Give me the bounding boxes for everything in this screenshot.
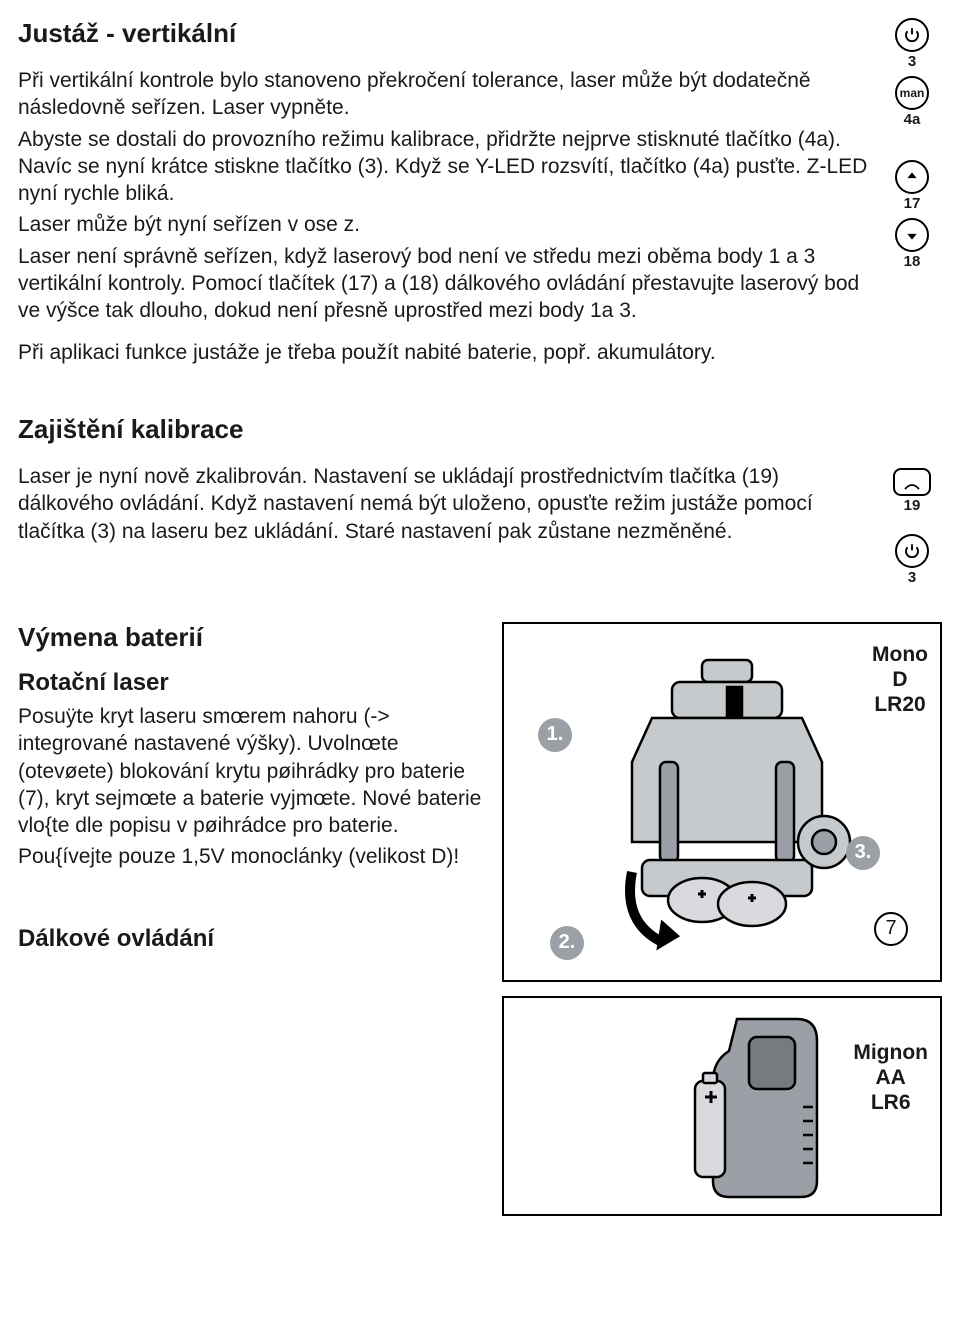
- icon-man-4a: man 4a: [895, 76, 929, 128]
- icon-label-3: 3: [908, 53, 916, 70]
- section-vymena: Výmena baterií Rotační laser Posuÿte kry…: [18, 622, 942, 1216]
- man-icon: man: [895, 76, 929, 110]
- step-1-badge: 1.: [538, 718, 572, 752]
- icon-label-18: 18: [904, 253, 921, 270]
- section3-p1: Posuÿte kryt laseru smœrem nahoru (-> in…: [18, 703, 484, 839]
- section1-title: Justáž - vertikální: [18, 18, 868, 49]
- section3-sub1: Rotační laser: [18, 669, 484, 697]
- section2-text: Zajištění kalibrace Laser je nyní nově z…: [18, 414, 868, 586]
- power-icon: [895, 18, 929, 52]
- section1-p2: Abyste se dostali do provozního režimu k…: [18, 126, 868, 208]
- icon-label-19: 19: [904, 497, 921, 514]
- icon-power-3: 3: [895, 18, 929, 70]
- icon-label-17: 17: [904, 195, 921, 212]
- icon-column-2: 19 3: [882, 414, 942, 586]
- figure-2: Mignon AA LR6: [502, 996, 942, 1216]
- icon-label-4a: 4a: [904, 111, 921, 128]
- figure1-battery-label: Mono D LR20: [872, 642, 928, 718]
- remote-illustration: [617, 1011, 827, 1201]
- section1-text: Justáž - vertikální Při vertikální kontr…: [18, 18, 868, 370]
- save-icon: [893, 468, 931, 496]
- section3-p2: Pou{ívejte pouze 1,5V monoclánky (veliko…: [18, 843, 484, 870]
- icon-save-19: 19: [893, 468, 931, 514]
- arrow-up-icon: [895, 160, 929, 194]
- section3-sub2: Dálkové ovládání: [18, 925, 484, 953]
- icon-label-3b: 3: [908, 569, 916, 586]
- part-7-badge: 7: [874, 912, 908, 946]
- section1-p3: Laser může být nyní seřízen v ose z.: [18, 211, 868, 238]
- section1-p4: Laser není správně seřízen, když laserov…: [18, 243, 868, 325]
- icon-column-1: 3 man 4a 17 18: [882, 18, 942, 370]
- section2-title: Zajištění kalibrace: [18, 414, 868, 445]
- device-illustration: [562, 642, 882, 962]
- section-justaz: Justáž - vertikální Při vertikální kontr…: [18, 18, 942, 370]
- step-2-badge: 2.: [550, 926, 584, 960]
- arrow-down-icon: [895, 218, 929, 252]
- section-zajisteni: Zajištění kalibrace Laser je nyní nově z…: [18, 414, 942, 586]
- section3-title: Výmena baterií: [18, 622, 484, 653]
- figure2-battery-label: Mignon AA LR6: [853, 1040, 928, 1116]
- step-3-badge: 3.: [846, 836, 880, 870]
- power-icon: [895, 534, 929, 568]
- icon-power-3b: 3: [895, 534, 929, 586]
- section2-p1: Laser je nyní nově zkalibrován. Nastaven…: [18, 463, 868, 545]
- section3-text: Výmena baterií Rotační laser Posuÿte kry…: [18, 622, 484, 959]
- icon-up-17: 17: [895, 160, 929, 212]
- section1-p5: Při aplikaci funkce justáže je třeba pou…: [18, 339, 868, 366]
- figures: Mono D LR20 1. 2. 3. 7: [502, 622, 942, 1216]
- section1-p1: Při vertikální kontrole bylo stanoveno p…: [18, 67, 868, 122]
- icon-down-18: 18: [895, 218, 929, 270]
- figure-1: Mono D LR20 1. 2. 3. 7: [502, 622, 942, 982]
